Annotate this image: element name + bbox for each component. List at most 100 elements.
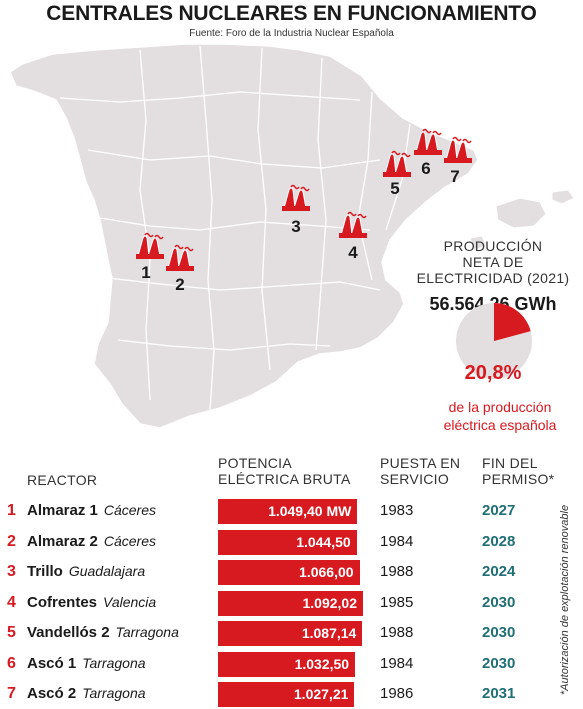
table-row: 3 Trillo Guadalajara 1.066,00 1988 2024	[0, 557, 583, 587]
reactor-province: Guadalajara	[68, 563, 146, 579]
power-bar: 1.044,50	[218, 529, 357, 555]
reactor-province: Cáceres	[103, 502, 157, 518]
header-power-line: POTENCIA	[218, 455, 292, 471]
power-bar: 1.032,50	[218, 651, 356, 677]
map-marker-label: 3	[291, 217, 300, 236]
power-value: 1.027,21	[293, 686, 349, 702]
table-row: 5 Vandellós 2 Tarragona 1.087,14 1988 2030	[0, 618, 583, 648]
reactor-label: Ascó 2	[27, 685, 77, 702]
permit-end-year: 2030	[482, 654, 516, 672]
share-caption-line: eléctrica española	[443, 417, 557, 433]
power-bar: 1.049,40 MW	[218, 499, 358, 524]
reactor-name: Vandellós 2 Tarragona	[27, 624, 179, 641]
share-percent: 20,8%	[464, 362, 522, 384]
reactor-province: Tarragona	[82, 685, 146, 701]
reactor-label: Almaraz 1	[27, 502, 98, 519]
power-bar: 1.092,02	[218, 590, 363, 616]
power-value: 1.066,00	[299, 564, 354, 580]
power-bar: 1.066,00	[218, 560, 360, 585]
service-year: 1988	[380, 563, 414, 580]
table-row: 2 Almaraz 2 Cáceres 1.044,50 1984 2028	[0, 527, 583, 557]
header-end-permit: FIN DEL PERMISO*	[482, 455, 554, 487]
reactor-province: Cáceres	[103, 532, 157, 549]
map-marker-label: 6	[421, 159, 430, 178]
reactor-name: Almaraz 1 Cáceres	[27, 502, 156, 519]
power-bar: 1.027,21	[218, 682, 355, 707]
reactor-name: Cofrentes Valencia	[27, 594, 156, 611]
nuclear-plant-icon	[383, 150, 411, 177]
header-power-line: ELÉCTRICA BRUTA	[218, 471, 351, 487]
header-end-line: PERMISO*	[482, 471, 555, 487]
header-reactor: REACTOR	[27, 472, 98, 488]
reactor-province: Valencia	[103, 593, 157, 610]
reactor-name: Ascó 1 Tarragona	[27, 655, 146, 672]
nuclear-plant-icon	[166, 244, 194, 271]
table-row: 4 Cofrentes Valencia 1.092,02 1985 2030	[0, 588, 583, 618]
row-number: 3	[7, 563, 16, 580]
reactor-name: Almaraz 2 Cáceres	[27, 533, 156, 550]
map-marker-label: 4	[348, 243, 358, 262]
header-end-line: FIN DEL	[482, 455, 538, 471]
service-year: 1983	[380, 502, 414, 519]
reactor-label: Vandellós 2	[27, 624, 110, 641]
permit-end-year: 2031	[482, 685, 516, 702]
province-borders	[59, 45, 411, 411]
header-service-line: SERVICIO	[380, 471, 450, 487]
reactor-label: Almaraz 2	[27, 532, 98, 550]
map-marker-label: 5	[390, 179, 399, 198]
power-value: 1.049,40 MW	[268, 503, 352, 519]
share-caption: de la producción eléctrica española	[420, 398, 580, 434]
spain-mainland	[9, 43, 479, 429]
header-power: POTENCIA ELÉCTRICA BRUTA	[218, 455, 351, 487]
permit-end-year: 2027	[482, 502, 516, 519]
service-year: 1985	[380, 593, 414, 611]
reactor-name: Ascó 2 Tarragona	[27, 685, 146, 702]
balearic-islands	[469, 189, 575, 251]
permit-end-year: 2030	[482, 624, 516, 641]
table-row: 1 Almaraz 1 Cáceres 1.049,40 MW 1983 2027	[0, 496, 583, 526]
reactor-label: Ascó 1	[27, 654, 77, 672]
share-caption-line: de la producción	[448, 399, 552, 415]
row-number: 7	[7, 685, 16, 702]
row-number: 2	[7, 532, 16, 550]
header-service-line: PUESTA EN	[380, 455, 461, 471]
service-year: 1988	[380, 624, 414, 641]
nuclear-plant-icon	[444, 136, 472, 163]
permit-end-year: 2028	[482, 532, 516, 550]
row-number: 4	[7, 593, 16, 611]
service-year: 1984	[380, 532, 414, 550]
page-title: CENTRALES NUCLEARES EN FUNCIONAMIENTO	[46, 2, 537, 25]
footnote: *Autorización de explotación renovable	[559, 504, 571, 696]
production-label: PRODUCCIÓN NETA DE ELECTRICIDAD (2021)	[400, 238, 583, 286]
row-number: 5	[7, 624, 16, 641]
reactor-label: Trillo	[27, 563, 63, 580]
row-number: 6	[7, 654, 16, 672]
production-label-line: ELECTRICIDAD (2021)	[416, 270, 570, 286]
permit-end-year: 2030	[482, 593, 516, 611]
map-marker-label: 1	[141, 263, 150, 282]
reactor-province: Tarragona	[115, 624, 179, 640]
nuclear-plant-icon	[136, 232, 164, 259]
production-label-line: PRODUCCIÓN	[443, 238, 543, 254]
service-year: 1986	[380, 685, 414, 702]
power-value: 1.087,14	[301, 625, 357, 641]
nuclear-plant-icon	[414, 128, 442, 155]
nuclear-plant-icon	[339, 211, 367, 238]
row-number: 1	[7, 502, 16, 519]
service-year: 1984	[380, 654, 414, 672]
table-row: 6 Ascó 1 Tarragona 1.032,50 1984 2030	[0, 649, 583, 679]
source-note: Fuente: Foro de la Industria Nuclear Esp…	[189, 28, 394, 39]
reactor-name: Trillo Guadalajara	[27, 563, 145, 580]
map-marker-label: 7	[450, 167, 459, 186]
permit-end-year: 2024	[482, 563, 516, 580]
power-value: 1.032,50	[294, 655, 350, 672]
pie-slice-share	[494, 303, 531, 341]
power-value: 1.044,50	[296, 533, 351, 550]
map-marker-label: 2	[175, 275, 184, 294]
power-value: 1.092,02	[302, 594, 358, 611]
reactor-province: Tarragona	[82, 654, 146, 671]
header-service: PUESTA EN SERVICIO	[380, 455, 460, 487]
production-label-line: NETA DE	[462, 254, 524, 270]
